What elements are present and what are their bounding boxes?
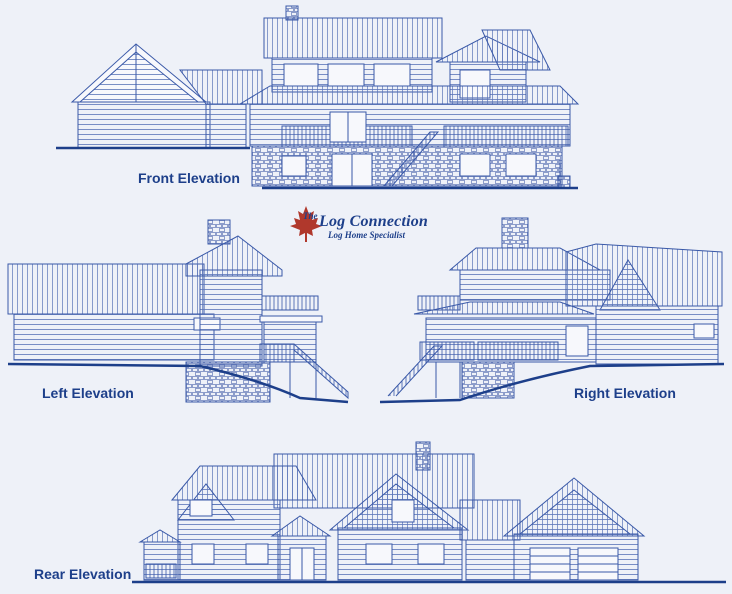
right-elevation-drawing [387,217,723,399]
left-elevation-drawing [7,219,349,403]
front-elevation-label: Front Elevation [138,170,240,186]
front-elevation-drawing [70,5,580,189]
logo-tagline: Log Home Specialist [328,230,405,240]
rear-elevation-drawing [138,441,646,581]
logo-prefix: The [303,211,318,221]
logo-name: Log Connection [319,213,429,230]
left-elevation-label: Left Elevation [42,385,134,401]
rear-elevation-label: Rear Elevation [34,566,132,582]
maple-leaf-icon [290,206,322,242]
right-elevation-label: Right Elevation [574,385,676,401]
